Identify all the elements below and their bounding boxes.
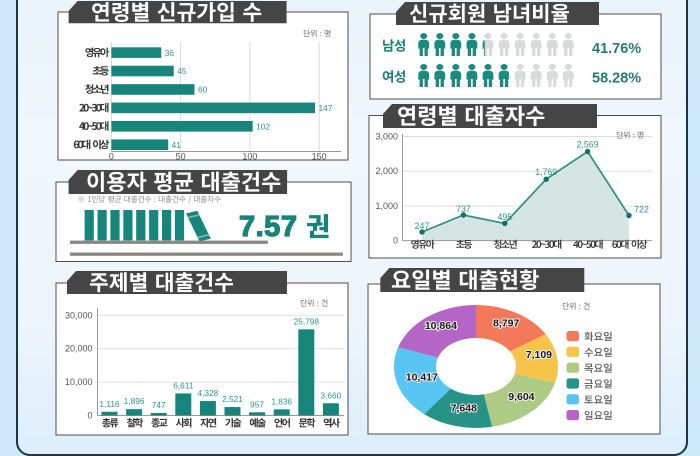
- svg-text:41.76%: 41.76%: [592, 41, 641, 57]
- svg-text:495: 495: [497, 212, 512, 222]
- svg-text:150: 150: [312, 152, 327, 162]
- svg-text:957: 957: [250, 399, 264, 409]
- svg-text:30,000: 30,000: [65, 310, 93, 320]
- svg-text:147: 147: [318, 103, 332, 113]
- svg-text:7,648: 7,648: [451, 403, 477, 415]
- svg-text:247: 247: [415, 221, 430, 231]
- svg-text:1,000: 1,000: [375, 201, 398, 211]
- svg-text:1,836: 1,836: [271, 396, 292, 406]
- svg-text:36: 36: [165, 48, 175, 58]
- svg-text:9,604: 9,604: [508, 391, 534, 403]
- svg-text:3,660: 3,660: [321, 390, 342, 400]
- svg-text:0: 0: [87, 411, 92, 421]
- svg-text:41: 41: [172, 140, 182, 150]
- svg-text:2,000: 2,000: [375, 166, 398, 176]
- svg-text:4,328: 4,328: [198, 388, 219, 398]
- svg-text:7.57: 7.57: [239, 211, 297, 243]
- svg-text:10,864: 10,864: [425, 320, 457, 332]
- svg-text:1,116: 1,116: [99, 399, 120, 409]
- svg-text:747: 747: [152, 400, 166, 410]
- svg-text:2,569: 2,569: [577, 139, 599, 149]
- svg-text:8,797: 8,797: [493, 318, 519, 330]
- svg-text:6,611: 6,611: [173, 380, 194, 390]
- svg-text:1,769: 1,769: [535, 167, 557, 177]
- svg-text:60: 60: [198, 85, 208, 95]
- svg-text:10,417: 10,417: [406, 372, 438, 384]
- svg-text:7,109: 7,109: [526, 349, 552, 361]
- svg-text:1,896: 1,896: [124, 396, 145, 406]
- svg-text:45: 45: [177, 66, 187, 76]
- svg-text:0: 0: [109, 152, 114, 162]
- svg-text:10,000: 10,000: [65, 377, 93, 387]
- svg-text:102: 102: [256, 121, 270, 131]
- svg-text:20,000: 20,000: [65, 344, 93, 354]
- svg-text:3,000: 3,000: [375, 132, 398, 142]
- svg-text:722: 722: [634, 204, 649, 214]
- svg-text:58.28%: 58.28%: [592, 71, 641, 87]
- svg-text:100: 100: [242, 152, 257, 162]
- svg-text:737: 737: [456, 204, 471, 214]
- svg-text:0: 0: [393, 236, 398, 246]
- svg-text:2,521: 2,521: [222, 394, 243, 404]
- svg-text:50: 50: [176, 152, 186, 162]
- svg-text:25,798: 25,798: [294, 316, 320, 326]
